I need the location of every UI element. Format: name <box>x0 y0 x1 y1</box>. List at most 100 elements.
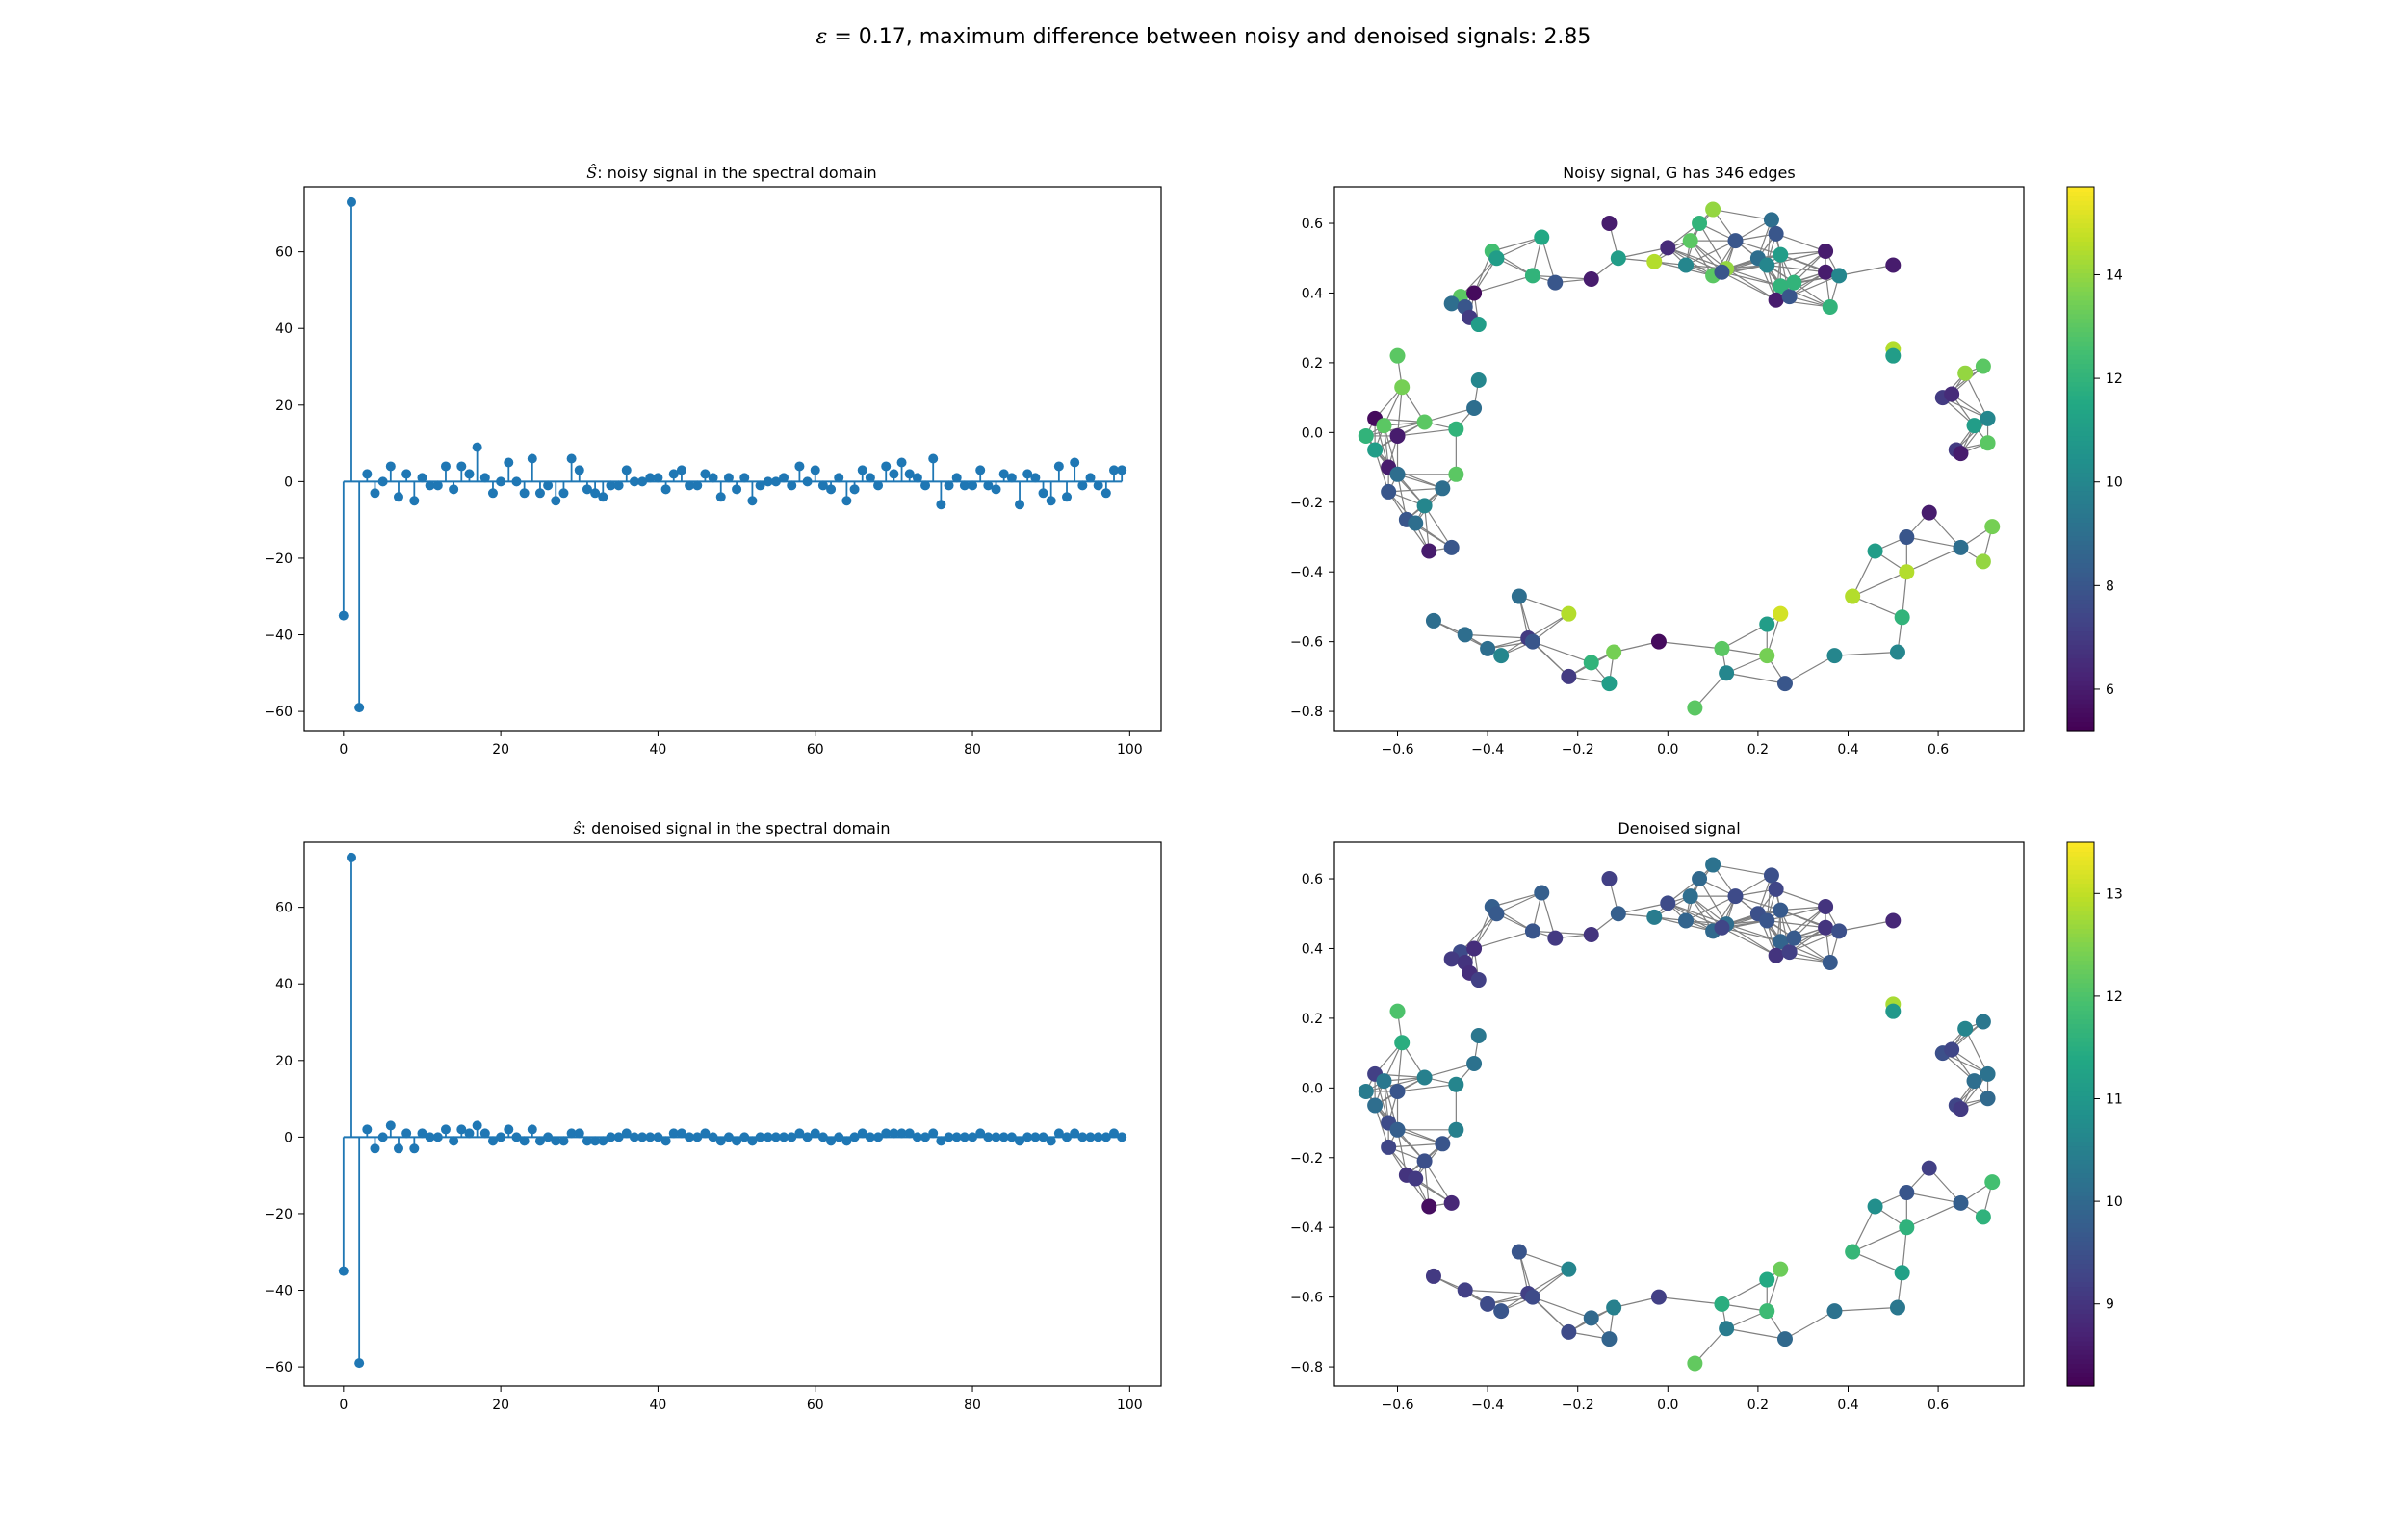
denoised-graph-colorbar-band <box>2067 864 2094 870</box>
panel-noisy-graph: Noisy signal, G has 346 edges −0.6 −0.4 −0… <box>1290 164 2123 757</box>
denoised-spectrum-marker <box>621 1128 632 1139</box>
noisy-graph-node <box>1389 427 1406 444</box>
noisy-graph-node <box>1687 700 1703 716</box>
denoised-graph-colorbar-band <box>2067 1127 2094 1133</box>
denoised-spectrum-marker <box>425 1132 435 1142</box>
noisy-spectrum-xtick-label: 80 <box>964 742 981 757</box>
noisy-graph-edge <box>1721 624 1768 650</box>
noisy-graph-edge <box>1964 372 1989 420</box>
denoised-graph-colorbar-band <box>2067 1014 2094 1020</box>
denoised-graph-node <box>1867 1198 1883 1215</box>
noisy-graph-xtick-label: −0.4 <box>1471 742 1504 757</box>
noisy-graph-node <box>1425 612 1441 629</box>
noisy-graph-edge <box>1658 641 1722 650</box>
denoised-spectrum-marker <box>983 1132 994 1142</box>
denoised-graph-node <box>1524 1289 1540 1305</box>
noisy-graph-colorbar-band <box>2067 508 2094 514</box>
denoised-graph-node <box>1524 923 1540 939</box>
noisy-graph-node <box>1583 270 1599 287</box>
denoised-spectrum-marker <box>401 1128 412 1139</box>
noisy-graph-colorbar-band <box>2067 381 2094 387</box>
noisy-spectrum-marker <box>464 469 475 479</box>
noisy-graph-colorbar-band <box>2067 336 2094 342</box>
denoised-spectrum-marker <box>440 1124 451 1135</box>
noisy-graph-node <box>1561 605 1577 622</box>
denoised-graph-edge <box>1491 891 1542 908</box>
noisy-spectrum-marker <box>732 484 742 495</box>
denoised-graph-node <box>1980 1091 1996 1107</box>
noisy-graph-node <box>1678 257 1695 273</box>
denoised-graph-node <box>1786 930 1802 946</box>
denoised-graph-colorbar-band <box>2067 1259 2094 1265</box>
noisy-graph-node <box>1975 358 1991 374</box>
denoised-graph-node <box>1975 1014 1991 1030</box>
noisy-graph-edge <box>1532 274 1592 280</box>
denoised-graph-node <box>1416 1069 1433 1086</box>
denoised-graph-ytick-label: 0.0 <box>1302 1081 1323 1096</box>
noisy-spectrum-marker <box>708 473 718 483</box>
noisy-graph-colorbar-band <box>2067 241 2094 246</box>
denoised-spectrum-ytick-label: −20 <box>264 1207 293 1222</box>
noisy-spectrum-marker <box>425 480 435 491</box>
noisy-graph-colorbar-band <box>2067 232 2094 238</box>
noisy-graph-ytick-label: 0.2 <box>1302 356 1323 372</box>
noisy-spectrum-marker <box>1100 488 1111 499</box>
denoised-graph-edge <box>1851 1251 1902 1273</box>
denoised-graph-node <box>1583 926 1599 942</box>
noisy-graph-edge <box>1668 246 1727 270</box>
denoised-graph-colorbar-band <box>2067 1177 2094 1183</box>
denoised-spectrum-ytick-label: −40 <box>264 1284 293 1299</box>
noisy-graph-colorbar-band <box>2067 585 2094 591</box>
denoised-graph-colorbar-band <box>2067 1376 2094 1382</box>
noisy-graph-colorbar-band <box>2067 214 2094 219</box>
denoised-spectrum-marker <box>504 1124 514 1135</box>
noisy-graph-edge <box>1388 487 1443 493</box>
noisy-graph-colorbar-band <box>2067 607 2094 614</box>
denoised-graph-edge <box>1712 863 1773 876</box>
panel-noisy-graph-axes: −0.6 −0.4 −0.2 0.0 0.2 0.4 0.6 −0.8 −0.6 −0.4 −0.2… <box>1290 217 1949 757</box>
noisy-graph-colorbar-band <box>2067 291 2094 296</box>
denoised-graph-edge <box>1532 930 1592 936</box>
noisy-spectrum-marker <box>496 476 506 487</box>
noisy-spectrum-marker <box>1077 480 1088 491</box>
denoised-spectrum-marker <box>409 1143 420 1154</box>
denoised-graph-node <box>1650 1289 1667 1305</box>
noisy-graph-colorbar-band <box>2067 191 2094 197</box>
noisy-spectrum-marker <box>763 476 773 487</box>
denoised-graph-node <box>1889 1299 1905 1316</box>
denoised-graph-node <box>1822 954 1838 970</box>
denoised-graph-node <box>1776 1331 1793 1348</box>
denoised-graph-xtick-label: −0.2 <box>1562 1398 1594 1413</box>
denoised-spectrum-marker <box>629 1132 639 1142</box>
denoised-graph-node <box>1601 1331 1618 1348</box>
denoised-spectrum-marker <box>739 1132 750 1142</box>
denoised-spectrum-marker <box>991 1132 1001 1142</box>
denoised-graph-ytick-label: −0.6 <box>1290 1291 1323 1306</box>
noisy-spectrum-marker <box>817 480 828 491</box>
noisy-graph-colorbar-band <box>2067 558 2094 564</box>
denoised-graph-node <box>1944 1041 1960 1058</box>
denoised-graph-node <box>1443 1194 1460 1211</box>
noisy-graph-node <box>1421 543 1437 559</box>
denoised-spectrum-ytick-label: 20 <box>275 1054 293 1069</box>
denoised-graph-node <box>1885 1003 1902 1019</box>
noisy-spectrum-marker <box>409 496 420 506</box>
noisy-graph-node <box>1606 644 1622 660</box>
noisy-spectrum-marker <box>802 476 813 487</box>
noisy-graph-node <box>1727 233 1744 249</box>
denoised-graph-colorbar-band <box>2067 1295 2094 1301</box>
denoised-spectrum-ytick-label: 0 <box>284 1130 293 1145</box>
denoised-graph-colorbar-band <box>2067 1286 2094 1292</box>
noisy-graph-colorbar-band <box>2067 503 2094 509</box>
denoised-graph-edge <box>1532 1296 1592 1319</box>
denoised-graph-node <box>1394 1035 1411 1051</box>
denoised-graph-colorbar-band <box>2067 1254 2094 1260</box>
noisy-graph-node <box>1759 648 1775 664</box>
noisy-spectrum-marker <box>449 484 459 495</box>
noisy-graph-colorbar-label: 10 <box>2106 475 2123 491</box>
noisy-graph-node <box>1376 418 1392 434</box>
denoised-graph-colorbar-band <box>2067 905 2094 911</box>
denoised-spectrum-marker <box>566 1128 577 1139</box>
denoised-spectrum-marker <box>551 1136 561 1146</box>
denoised-spectrum-marker <box>755 1132 765 1142</box>
